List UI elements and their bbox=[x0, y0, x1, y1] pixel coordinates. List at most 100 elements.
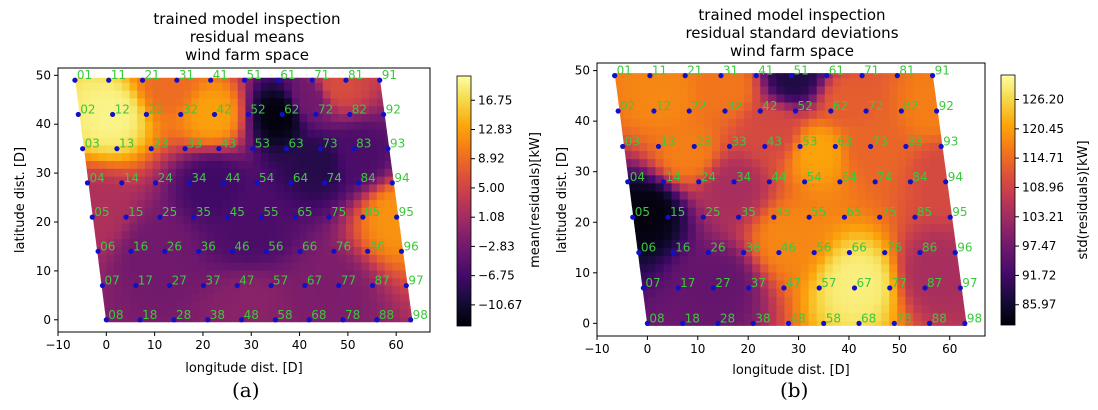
heatmap-cell bbox=[824, 182, 834, 192]
heatmap-cell bbox=[106, 136, 115, 146]
heatmap-cell bbox=[631, 85, 640, 95]
heatmap-cell bbox=[639, 158, 648, 168]
heatmap-cell bbox=[623, 118, 632, 127]
heatmap-cell bbox=[384, 246, 393, 255]
heatmap-cell bbox=[175, 105, 185, 115]
heatmap-cell bbox=[160, 168, 169, 177]
heatmap-cell bbox=[322, 121, 332, 130]
heatmap-cell bbox=[222, 152, 231, 161]
heatmap-cell bbox=[824, 304, 834, 313]
heatmap-cell bbox=[260, 215, 270, 224]
turbine-85-label: 85 bbox=[917, 205, 932, 219]
heatmap-cell bbox=[816, 110, 826, 119]
heatmap-cell bbox=[848, 73, 858, 79]
heatmap-cell bbox=[160, 90, 169, 99]
heatmap-cell bbox=[276, 246, 285, 255]
heatmap-cell bbox=[307, 121, 316, 130]
heatmap-cell bbox=[307, 183, 316, 193]
heatmap-cell bbox=[897, 174, 906, 184]
heatmap-cell bbox=[229, 254, 239, 263]
heatmap-cell bbox=[719, 134, 729, 143]
heatmap-cell bbox=[719, 77, 729, 87]
heatmap-cell bbox=[384, 293, 393, 302]
heatmap-cell bbox=[168, 262, 177, 271]
heatmap-cell bbox=[90, 152, 100, 161]
heatmap-cell bbox=[671, 255, 681, 265]
heatmap-cell bbox=[897, 255, 906, 265]
heatmap-cell bbox=[214, 207, 223, 216]
heatmap-cell bbox=[679, 182, 689, 192]
heatmap-cell bbox=[792, 263, 802, 273]
heatmap-cell bbox=[330, 301, 339, 310]
heatmap-cell bbox=[784, 101, 794, 111]
colorbar-tick-label: 85.97 bbox=[1022, 298, 1056, 312]
heatmap-cell bbox=[168, 77, 177, 83]
heatmap-cell bbox=[614, 77, 616, 87]
heatmap-cell bbox=[703, 255, 713, 265]
heatmap-cell bbox=[376, 199, 386, 208]
turbine-58-label: 58 bbox=[826, 311, 841, 325]
heatmap-cell bbox=[760, 126, 769, 135]
heatmap-cell bbox=[615, 182, 624, 192]
heatmap-cell bbox=[760, 118, 769, 127]
heatmap-cell bbox=[937, 182, 947, 192]
heatmap-cell bbox=[703, 118, 713, 127]
heatmap-cell bbox=[183, 238, 192, 248]
heatmap-cell bbox=[175, 207, 185, 216]
heatmap-cell bbox=[792, 279, 802, 289]
heatmap-cell bbox=[687, 158, 697, 168]
heatmap-cell bbox=[175, 254, 185, 263]
heatmap-cell bbox=[407, 191, 413, 201]
heatmap-cell bbox=[416, 90, 424, 98]
heatmap-cell bbox=[719, 271, 729, 281]
heatmap-cell bbox=[889, 134, 898, 143]
heatmap-cell bbox=[245, 144, 254, 154]
heatmap-cell bbox=[137, 160, 146, 169]
heatmap-cell bbox=[792, 110, 802, 119]
heatmap-cell bbox=[623, 198, 632, 208]
heatmap-cell bbox=[679, 150, 689, 160]
turbine-36-marker bbox=[741, 249, 747, 256]
heatmap-cell bbox=[222, 144, 231, 154]
heatmap-cell bbox=[284, 222, 293, 232]
heatmap-cell bbox=[824, 110, 834, 119]
heatmap-cell bbox=[615, 239, 624, 249]
heatmap-cell bbox=[905, 296, 915, 305]
heatmap-cell bbox=[114, 277, 123, 287]
heatmap-cell bbox=[83, 199, 92, 208]
panel-b-y-axis-label: latitude dist. [D] bbox=[555, 147, 570, 253]
turbine-44-label: 44 bbox=[225, 171, 240, 185]
heatmap-cell bbox=[776, 101, 786, 111]
heatmap-cell bbox=[873, 158, 882, 168]
heatmap-cell bbox=[808, 255, 818, 265]
heatmap-cell bbox=[160, 160, 169, 169]
heatmap-cell bbox=[237, 301, 247, 310]
heatmap-cell bbox=[615, 231, 624, 241]
heatmap-cell bbox=[905, 207, 915, 216]
heatmap-cell bbox=[921, 85, 931, 95]
heatmap-cell bbox=[338, 82, 347, 91]
heatmap-cell bbox=[639, 73, 648, 79]
heatmap-cell bbox=[800, 73, 810, 79]
heatmap-cell bbox=[913, 223, 923, 232]
heatmap-cell bbox=[776, 320, 786, 326]
turbine-75-marker bbox=[877, 214, 883, 220]
heatmap-cell bbox=[299, 191, 308, 201]
heatmap-cell bbox=[322, 207, 332, 216]
heatmap-cell bbox=[268, 183, 277, 193]
heatmap-cell bbox=[322, 230, 332, 240]
heatmap-cell bbox=[614, 182, 616, 192]
heatmap-cell bbox=[384, 160, 393, 169]
heatmap-cell bbox=[106, 152, 115, 161]
turbine-25-label: 25 bbox=[705, 205, 720, 219]
heatmap-cell bbox=[199, 77, 208, 83]
heatmap-cell bbox=[191, 207, 200, 216]
heatmap-cell bbox=[291, 183, 301, 193]
heatmap-cell bbox=[929, 158, 939, 168]
heatmap-cell bbox=[760, 93, 769, 103]
heatmap-cell bbox=[245, 113, 254, 122]
heatmap-cell bbox=[214, 160, 223, 169]
heatmap-cell bbox=[75, 230, 84, 240]
heatmap-cell bbox=[808, 73, 818, 79]
turbine-01-label: 01 bbox=[77, 68, 92, 82]
